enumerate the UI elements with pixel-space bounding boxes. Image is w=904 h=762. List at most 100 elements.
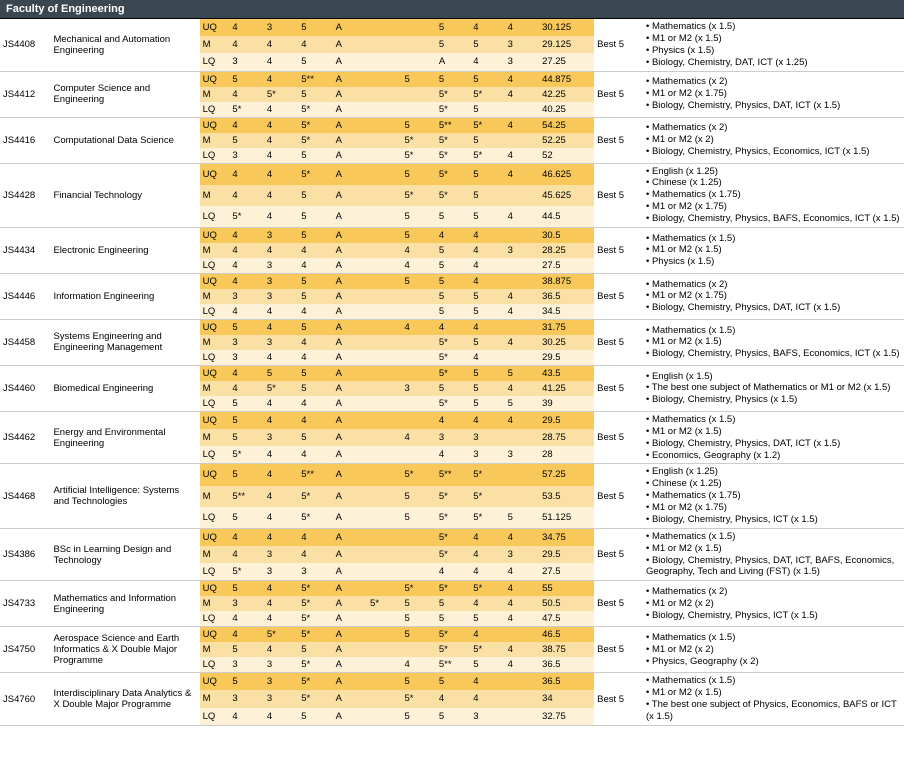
- grade-cell: 4: [470, 19, 504, 36]
- grade-cell: 5: [298, 53, 332, 71]
- grade-cell: [367, 464, 401, 486]
- grade-cell: 4: [470, 243, 504, 258]
- grade-cell: [401, 289, 435, 304]
- programme-code: JS4408: [0, 19, 50, 71]
- grade-cell: 4: [401, 243, 435, 258]
- programme-code: JS4386: [0, 528, 50, 581]
- grade-cell: 5*: [470, 117, 504, 133]
- grade-cell: 4: [229, 304, 263, 320]
- grade-cell: [367, 304, 401, 320]
- grade-cell: 5*: [436, 546, 470, 563]
- grade-cell: [505, 486, 539, 507]
- grade-cell: 4: [505, 71, 539, 87]
- grade-cell: 3: [264, 563, 298, 581]
- grade-cell: [505, 102, 539, 118]
- grade-cell: 5*: [436, 581, 470, 597]
- weights-cell: Mathematics (x 1.5)M1 or M2 (x 1.5)Biolo…: [640, 411, 904, 464]
- grade-cell: 5*: [401, 148, 435, 164]
- score-cell: 29.125: [539, 36, 594, 53]
- grade-cell: 3: [264, 258, 298, 274]
- grade-cell: 5: [298, 365, 332, 381]
- table-row: JS4434Electronic EngineeringUQ435A54430.…: [0, 227, 904, 243]
- grade-cell: 4: [505, 87, 539, 102]
- grade-cell: 5: [298, 227, 332, 243]
- grade-cell: 3: [264, 227, 298, 243]
- grade-cell: 3: [229, 53, 263, 71]
- grade-cell: A: [333, 429, 367, 446]
- tier-label: UQ: [200, 71, 230, 87]
- grade-cell: 4: [298, 528, 332, 546]
- grade-cell: A: [333, 381, 367, 396]
- tier-label: LQ: [200, 53, 230, 71]
- selection-cell: Best 5: [594, 528, 640, 581]
- grade-cell: 5*: [298, 596, 332, 611]
- programme-name: Information Engineering: [50, 273, 199, 319]
- grade-cell: 3: [229, 335, 263, 350]
- tier-label: M: [200, 36, 230, 53]
- grade-cell: 4: [264, 206, 298, 228]
- grade-cell: 5: [264, 365, 298, 381]
- programme-name: Systems Engineering and Engineering Mana…: [50, 319, 199, 365]
- grade-cell: 4: [229, 381, 263, 396]
- table-row: JS4462Energy and Environmental Engineeri…: [0, 411, 904, 429]
- grade-cell: 5*: [298, 102, 332, 118]
- grade-cell: 5: [436, 289, 470, 304]
- grade-cell: 5: [436, 673, 470, 691]
- grade-cell: [367, 206, 401, 228]
- grade-cell: [505, 258, 539, 274]
- grade-cell: 5: [298, 185, 332, 206]
- tier-label: LQ: [200, 563, 230, 581]
- grade-cell: A: [333, 611, 367, 627]
- grade-cell: 5: [470, 102, 504, 118]
- grade-cell: 5: [229, 133, 263, 148]
- tier-label: UQ: [200, 581, 230, 597]
- grade-cell: A: [333, 581, 367, 597]
- grade-cell: 4: [505, 381, 539, 396]
- grade-cell: 5**: [298, 464, 332, 486]
- grade-cell: 3: [264, 673, 298, 691]
- grade-cell: [401, 642, 435, 657]
- grade-cell: 5: [298, 289, 332, 304]
- grade-cell: 4: [401, 319, 435, 335]
- grade-cell: 5*: [436, 102, 470, 118]
- grade-cell: 5: [470, 365, 504, 381]
- grade-cell: 4: [264, 486, 298, 507]
- grade-cell: [505, 708, 539, 726]
- grade-cell: 4: [505, 335, 539, 350]
- grade-cell: 3: [264, 429, 298, 446]
- table-row: JS4750Aerospace Science and Earth Inform…: [0, 627, 904, 643]
- grade-cell: A: [333, 642, 367, 657]
- grade-cell: 5: [470, 71, 504, 87]
- grade-cell: 4: [229, 117, 263, 133]
- tier-label: M: [200, 185, 230, 206]
- grade-cell: 4: [264, 117, 298, 133]
- tier-label: LQ: [200, 102, 230, 118]
- grade-cell: 5*: [298, 163, 332, 185]
- grade-cell: [505, 185, 539, 206]
- tier-label: LQ: [200, 507, 230, 529]
- grade-cell: 5*: [470, 486, 504, 507]
- grade-cell: 3: [229, 690, 263, 707]
- grade-cell: 4: [470, 673, 504, 691]
- grade-cell: 5: [401, 611, 435, 627]
- grade-cell: 5: [401, 206, 435, 228]
- grade-cell: 5: [436, 36, 470, 53]
- weights-cell: Mathematics (x 1.5)M1 or M2 (x 1.5)The b…: [640, 673, 904, 726]
- selection-cell: Best 5: [594, 673, 640, 726]
- grade-cell: [367, 258, 401, 274]
- grade-cell: 5: [470, 206, 504, 228]
- grade-cell: 3: [264, 690, 298, 707]
- grade-cell: [505, 319, 539, 335]
- grade-cell: [401, 19, 435, 36]
- grade-cell: [367, 429, 401, 446]
- grade-cell: [367, 350, 401, 366]
- tier-label: M: [200, 381, 230, 396]
- grade-cell: 5*: [470, 464, 504, 486]
- grade-cell: 4: [264, 71, 298, 87]
- grade-cell: 5*: [436, 185, 470, 206]
- grade-cell: 4: [298, 243, 332, 258]
- grade-cell: 4: [401, 258, 435, 274]
- weights-cell: Mathematics (x 1.5)M1 or M2 (x 1.5)Physi…: [640, 19, 904, 71]
- grade-cell: 4: [505, 289, 539, 304]
- grade-cell: 4: [229, 273, 263, 289]
